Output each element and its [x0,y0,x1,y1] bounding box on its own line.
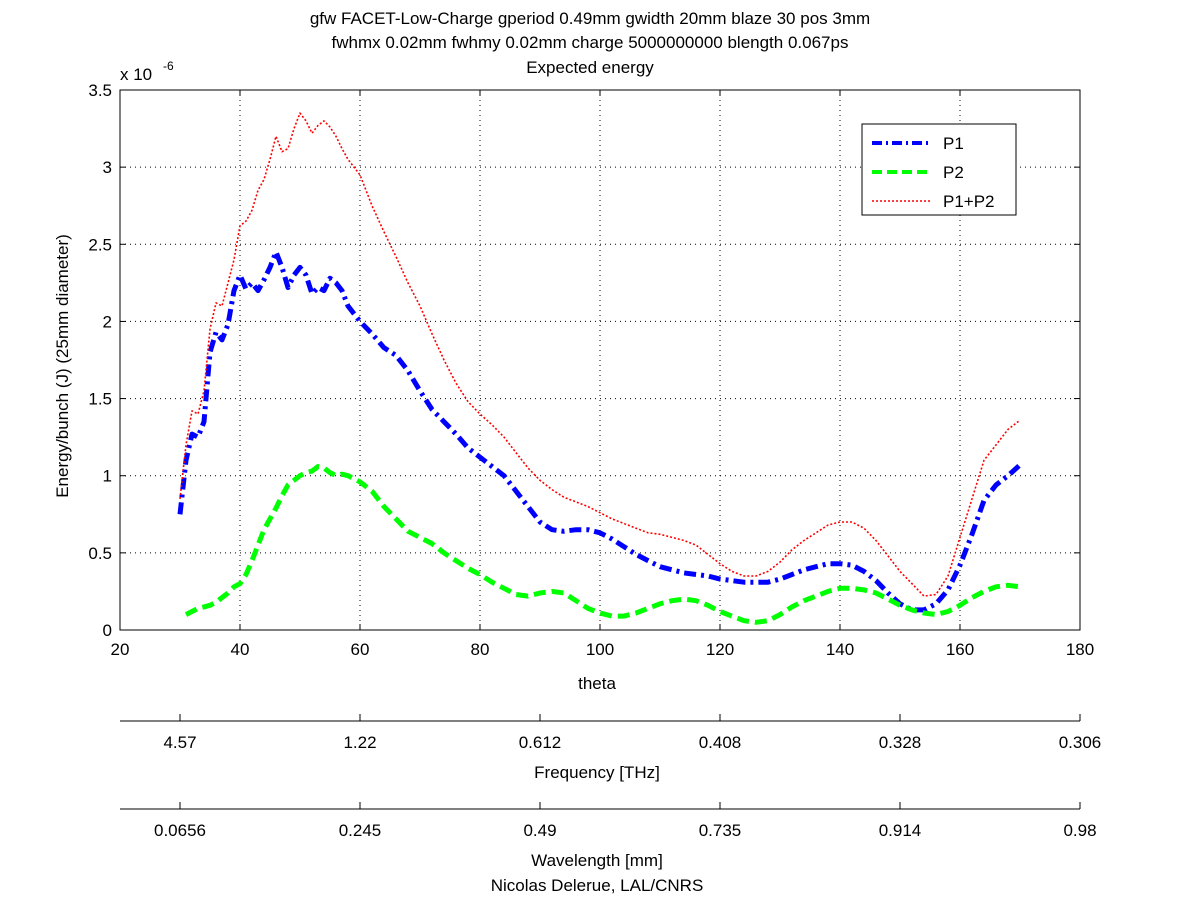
x-tick-label: 20 [111,640,130,659]
secondary-tick-label: 0.306 [1059,733,1102,752]
chart-title-line-1: gfw FACET-Low-Charge gperiod 0.49mm gwid… [310,9,870,28]
x-tick-label: 180 [1066,640,1094,659]
secondary-tick-label: 0.914 [879,821,922,840]
series-line-p1 [177,249,1022,613]
x-tick-label: 160 [946,640,974,659]
legend-box [861,123,1017,216]
wavelength-axis: 0.0656 0.245 0.49 0.735 0.914 0.98 [120,802,1097,840]
secondary-tick-label: 1.22 [343,733,376,752]
x-axis-label: theta [578,674,616,693]
y-exponent-power: -6 [163,59,174,73]
series-line-p1-p2 [179,112,1021,597]
legend-label-p2: P2 [943,163,964,182]
x-tick-label: 140 [826,640,854,659]
secondary-tick-label: 0.98 [1063,821,1096,840]
secondary-tick-label: 0.49 [523,821,556,840]
secondary-tick-label: 0.612 [519,733,562,752]
chart-title-line-3: Expected energy [526,58,654,77]
legend-label-p1p2: P1+P2 [943,192,995,211]
x-tick-label: 80 [471,640,490,659]
secondary-tick-label: 0.0656 [154,821,206,840]
y-tick-label: 0.5 [88,544,112,563]
series-lines [177,112,1022,625]
frequency-axis-label: Frequency [THz] [534,763,660,782]
y-ticks: 0 0.5 1 1.5 2 2.5 3 3.5 [88,81,1080,640]
series-line-p2 [184,464,1021,625]
secondary-tick-label: 0.328 [879,733,922,752]
chart-title-line-2: fwhmx 0.02mm fwhmy 0.02mm charge 5000000… [332,33,849,52]
y-tick-label: 3 [103,158,112,177]
y-tick-label: 3.5 [88,81,112,100]
secondary-tick-label: 0.245 [339,821,382,840]
y-tick-label: 0 [103,621,112,640]
y-exponent-label: x 10 [120,65,152,84]
x-ticks: 20 40 60 80 100 120 140 160 180 [111,90,1094,659]
frequency-axis: 4.57 1.22 0.612 0.408 0.328 0.306 [120,714,1101,752]
x-tick-label: 60 [351,640,370,659]
y-tick-label: 2 [103,312,112,331]
secondary-tick-label: 0.735 [699,821,742,840]
secondary-tick-label: 4.57 [163,733,196,752]
y-tick-label: 1 [103,467,112,486]
y-tick-label: 1.5 [88,390,112,409]
credit-text: Nicolas Delerue, LAL/CNRS [491,876,704,895]
x-tick-label: 100 [586,640,614,659]
y-axis-label: Energy/bunch (J) (25mm diameter) [53,234,72,498]
secondary-tick-label: 0.408 [699,733,742,752]
x-tick-label: 120 [706,640,734,659]
legend-label-p1: P1 [943,134,964,153]
y-tick-label: 2.5 [88,235,112,254]
x-tick-label: 40 [231,640,250,659]
legend: P1 P2 P1+P2 [861,123,1017,216]
wavelength-axis-label: Wavelength [mm] [531,851,663,870]
